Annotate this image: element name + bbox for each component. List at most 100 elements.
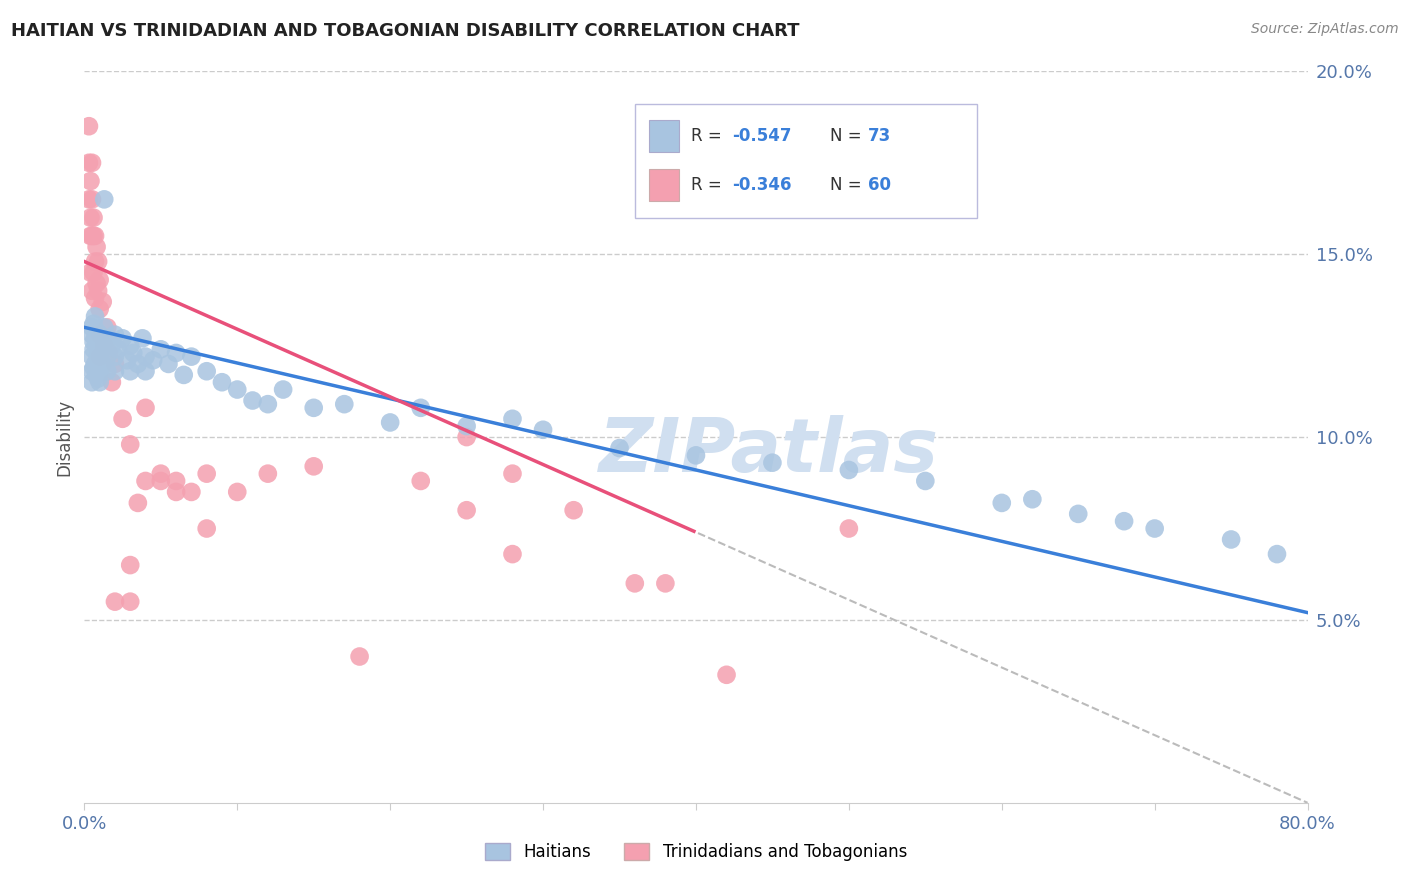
Point bbox=[135, 401, 157, 415]
Point bbox=[226, 485, 249, 500]
Point bbox=[101, 375, 124, 389]
Point bbox=[96, 364, 118, 378]
Point bbox=[120, 594, 142, 608]
Point bbox=[302, 459, 325, 474]
Point bbox=[685, 448, 707, 462]
Point bbox=[122, 346, 145, 360]
Point bbox=[115, 353, 138, 368]
Point bbox=[1220, 533, 1243, 547]
Point bbox=[502, 467, 524, 481]
Point bbox=[93, 338, 115, 352]
Point bbox=[80, 327, 103, 342]
Point bbox=[333, 397, 356, 411]
Point bbox=[135, 350, 157, 364]
Point bbox=[104, 327, 127, 342]
Point bbox=[195, 521, 218, 535]
Point bbox=[149, 474, 172, 488]
Point bbox=[531, 423, 554, 437]
Point bbox=[84, 291, 107, 305]
Point bbox=[135, 364, 157, 378]
Y-axis label: Disability: Disability bbox=[55, 399, 73, 475]
Point bbox=[97, 346, 120, 360]
Point bbox=[86, 277, 108, 291]
Point bbox=[1021, 492, 1043, 507]
Point bbox=[1067, 507, 1090, 521]
Point bbox=[84, 229, 107, 244]
Point bbox=[91, 338, 114, 352]
Point bbox=[165, 346, 187, 360]
Text: Source: ZipAtlas.com: Source: ZipAtlas.com bbox=[1251, 22, 1399, 37]
Point bbox=[173, 368, 195, 382]
Point bbox=[149, 343, 172, 357]
Point bbox=[91, 357, 114, 371]
Point bbox=[131, 331, 153, 345]
Point bbox=[180, 485, 202, 500]
Point bbox=[1143, 521, 1166, 535]
Point bbox=[101, 338, 124, 352]
Point bbox=[211, 375, 233, 389]
Point bbox=[84, 357, 107, 371]
Point bbox=[165, 474, 187, 488]
Point bbox=[716, 667, 738, 681]
Point bbox=[195, 364, 218, 378]
Point bbox=[838, 521, 860, 535]
Point bbox=[89, 375, 111, 389]
Point bbox=[80, 375, 103, 389]
Point bbox=[456, 419, 478, 434]
Point bbox=[79, 211, 101, 225]
Point bbox=[86, 368, 108, 382]
Point bbox=[79, 266, 101, 280]
Point bbox=[127, 496, 149, 510]
Point bbox=[111, 331, 134, 345]
Point bbox=[89, 327, 111, 342]
Point bbox=[654, 576, 676, 591]
Point bbox=[157, 357, 180, 371]
Point bbox=[502, 547, 524, 561]
Point bbox=[89, 327, 111, 342]
Point bbox=[80, 192, 103, 206]
Point bbox=[1114, 514, 1136, 528]
Point bbox=[91, 294, 114, 309]
Point bbox=[104, 357, 127, 371]
Point bbox=[79, 174, 101, 188]
Point bbox=[86, 338, 108, 352]
Point bbox=[107, 343, 129, 357]
Point bbox=[914, 474, 936, 488]
Point bbox=[97, 331, 120, 345]
Point bbox=[380, 416, 402, 430]
Point bbox=[83, 360, 105, 375]
Point bbox=[609, 441, 631, 455]
Point bbox=[80, 364, 103, 378]
Point bbox=[624, 576, 647, 591]
Point bbox=[165, 485, 187, 500]
Point bbox=[120, 364, 142, 378]
Point bbox=[89, 364, 111, 378]
Text: HAITIAN VS TRINIDADIAN AND TOBAGONIAN DISABILITY CORRELATION CHART: HAITIAN VS TRINIDADIAN AND TOBAGONIAN DI… bbox=[11, 22, 800, 40]
Point bbox=[1265, 547, 1288, 561]
Point bbox=[93, 192, 115, 206]
Point bbox=[226, 383, 249, 397]
Point bbox=[83, 229, 105, 244]
Point bbox=[84, 310, 107, 324]
Point bbox=[87, 371, 110, 385]
Point bbox=[87, 284, 110, 298]
Point bbox=[80, 229, 103, 244]
Point bbox=[120, 338, 142, 352]
Point bbox=[135, 474, 157, 488]
Point bbox=[991, 496, 1014, 510]
Legend: Haitians, Trinidadians and Tobagonians: Haitians, Trinidadians and Tobagonians bbox=[478, 836, 914, 868]
Point bbox=[83, 211, 105, 225]
Point bbox=[84, 331, 107, 345]
Point bbox=[409, 401, 432, 415]
Point bbox=[456, 430, 478, 444]
Point bbox=[257, 397, 280, 411]
Point bbox=[83, 266, 105, 280]
Point bbox=[87, 254, 110, 268]
Point bbox=[83, 317, 105, 331]
Point bbox=[89, 301, 111, 317]
Point bbox=[87, 350, 110, 364]
Point bbox=[409, 474, 432, 488]
Point bbox=[80, 320, 103, 334]
Point bbox=[104, 350, 127, 364]
Point bbox=[456, 503, 478, 517]
